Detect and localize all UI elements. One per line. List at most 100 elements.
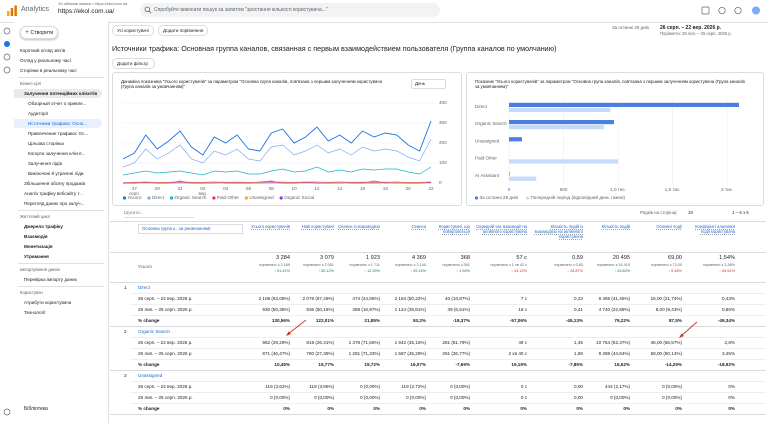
top-icons[interactable] bbox=[700, 6, 764, 16]
column-header[interactable]: Сеанси із взаємодією bbox=[336, 224, 380, 229]
table-cell: 871 (46,47%) bbox=[246, 351, 290, 356]
row-rule bbox=[130, 403, 766, 404]
table-cell: 0,23 bbox=[529, 296, 583, 301]
y-tick-label: 0 bbox=[439, 180, 442, 185]
column-header[interactable]: Усього користувачів bbox=[246, 224, 290, 229]
legend-swatch bbox=[245, 196, 248, 199]
total-change: ↑ 1,94% bbox=[428, 269, 470, 273]
total-compare: порівняно з 2 051 bbox=[292, 263, 334, 267]
column-header[interactable]: Нові користувачі bbox=[292, 224, 334, 229]
column-header[interactable]: Коефіцієнт ключової події користувача bbox=[685, 224, 735, 234]
nav-item[interactable]: Аудиторії bbox=[14, 109, 108, 118]
table-cell: 10,45% bbox=[246, 362, 290, 367]
search-box[interactable]: Спробуйте виконати пошук за запитом "зро… bbox=[140, 3, 440, 17]
total-value: 4 369 bbox=[382, 255, 426, 261]
group-name[interactable]: Unassigned bbox=[138, 373, 162, 378]
section-divider bbox=[18, 286, 104, 287]
nav-item[interactable]: Цільова сторінка bbox=[14, 139, 108, 148]
table-cell: 2,8% bbox=[685, 340, 735, 345]
nav-item[interactable]: Источники трафика: Осно... bbox=[14, 119, 102, 128]
rows-per-page[interactable]: 10 bbox=[688, 210, 693, 215]
table-cell: 444 (2,17%) bbox=[586, 384, 630, 389]
category-label: Direct bbox=[475, 104, 488, 109]
nav-item[interactable]: Залучення потенційних клієнтів bbox=[14, 89, 102, 98]
compare-label: Додати порівняння bbox=[163, 28, 203, 33]
total-change: ↑ 39,14% bbox=[382, 269, 426, 273]
nav-item[interactable]: Короткий огляд звітів bbox=[14, 46, 108, 55]
nav-item[interactable]: Залучення лідів bbox=[14, 159, 108, 168]
nav-item[interactable]: Збільшення обсягу продажів bbox=[14, 179, 108, 188]
nav-item[interactable]: Монетизація bbox=[14, 242, 108, 251]
nav-section-heading[interactable]: Життєвий цикл bbox=[14, 212, 108, 221]
nav-item[interactable]: Перегляд даних про залуч... bbox=[14, 199, 108, 208]
nav-item[interactable]: Когорти залучення клієнт... bbox=[14, 149, 108, 158]
table-cell: -49,34% bbox=[685, 318, 735, 323]
nav-item[interactable]: Перевірка імпорту даних bbox=[14, 275, 108, 284]
column-header[interactable]: Кількість подій bbox=[586, 224, 630, 229]
nav-footer[interactable]: Бібліотека bbox=[24, 406, 48, 412]
column-header[interactable]: Кількість подій із взаємодією на активно… bbox=[529, 224, 583, 239]
create-button[interactable]: + Створити bbox=[20, 26, 58, 39]
column-header[interactable]: Сеанси bbox=[382, 224, 426, 229]
nav-section-heading[interactable]: Користувач bbox=[14, 288, 108, 297]
table-cell: 16 с bbox=[473, 307, 527, 312]
nav-item[interactable]: Привлечение трафика: Ос... bbox=[14, 129, 108, 138]
filter-chip[interactable]: Додати фільтр bbox=[112, 58, 155, 69]
section-divider bbox=[18, 77, 104, 78]
table-cell: 0% bbox=[428, 406, 470, 411]
nav-section-heading[interactable]: Бізнес-цілі bbox=[14, 79, 108, 88]
nav-item[interactable]: Огляд у реальному часі bbox=[14, 56, 108, 65]
nav-item[interactable]: Джерела трафіку bbox=[14, 222, 108, 231]
rail-icons[interactable] bbox=[0, 22, 14, 423]
y-tick-label: 100 bbox=[439, 160, 447, 165]
legend-label: За останні 28 днів bbox=[480, 195, 519, 200]
property-selector[interactable]: https://ekol.com.ua/ bbox=[58, 8, 114, 15]
dimension-header[interactable]: Основна група к...за умовчанням) bbox=[138, 224, 243, 234]
date-range[interactable]: 26 серп. – 22 вер. 2026 р. bbox=[660, 25, 721, 31]
nav-item[interactable]: Обзорный отчет о привле... bbox=[14, 99, 108, 108]
table-cell: 819 (26,31%) bbox=[292, 340, 334, 345]
legend-swatch bbox=[212, 196, 215, 199]
legend-label: Попередній період (відповідний день тижн… bbox=[531, 194, 626, 200]
table-cell: 3,45% bbox=[685, 351, 735, 356]
table-cell: 1 378 (71,66%) bbox=[336, 340, 380, 345]
column-header[interactable]: Користувачі, що повертаються bbox=[428, 224, 470, 234]
legend-label: Direct bbox=[152, 195, 165, 200]
nav-item[interactable]: Аналіз трафіку вебсайту т... bbox=[14, 189, 108, 198]
row-rule bbox=[110, 370, 766, 371]
nav-item[interactable]: Виключені й утрачені ліди bbox=[14, 169, 108, 178]
series-line bbox=[123, 167, 431, 175]
x-tick-label: 18 bbox=[383, 186, 389, 191]
table-cell: 0% bbox=[246, 406, 290, 411]
table-cell: 87,5% bbox=[632, 318, 682, 323]
nav-item[interactable]: Утримання bbox=[14, 252, 108, 261]
total-change: ↓ 54,51% bbox=[685, 269, 735, 273]
table-cell: 962 (29,29%) bbox=[246, 340, 290, 345]
table-cell: 0% bbox=[473, 406, 527, 411]
table-cell: 0 (0,00%) bbox=[246, 395, 290, 400]
group-name[interactable]: Organic Search bbox=[138, 329, 170, 334]
legend-label: Organic Social bbox=[284, 195, 314, 200]
total-compare: порівняно з 3,38% bbox=[685, 263, 735, 267]
table-cell: 19,19% bbox=[473, 362, 527, 367]
nav-item[interactable]: Сторінки в реальному часі bbox=[14, 66, 108, 75]
segment-chip[interactable]: Усі користувачі bbox=[112, 25, 154, 36]
column-header[interactable]: Середній час взаємодії на активного кори… bbox=[473, 224, 527, 234]
table-cell: 261 (36,77%) bbox=[428, 351, 470, 356]
nav-item[interactable]: Взаємодія bbox=[14, 232, 108, 241]
rows-per-page-label: Рядків на сторінці: bbox=[640, 210, 677, 215]
compare-chip[interactable]: Додати порівняння bbox=[158, 25, 208, 36]
nav-item[interactable]: Технології bbox=[14, 308, 108, 317]
table-search[interactable]: Шукати... bbox=[124, 209, 194, 218]
table-cell: 0,41 bbox=[529, 307, 583, 312]
breadcrumb[interactable]: Усі облікові записи > https://ekol.com.u… bbox=[58, 2, 127, 6]
group-name[interactable]: Direct bbox=[138, 285, 150, 290]
column-header[interactable]: Основні події bbox=[632, 224, 682, 229]
nav-item[interactable]: Атрибути користувача bbox=[14, 298, 108, 307]
nav-section-heading[interactable]: Імпортування даних bbox=[14, 265, 108, 274]
table-cell: 1 124 (35,81%) bbox=[382, 307, 426, 312]
table-cell: 389 (16,97%) bbox=[336, 307, 380, 312]
